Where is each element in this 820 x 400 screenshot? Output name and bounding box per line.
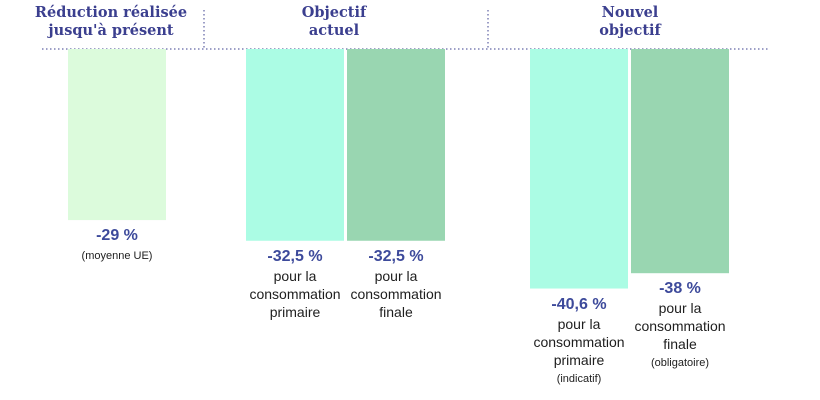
group-header-line: objectif — [599, 22, 661, 39]
group-header: Objectif actuel — [244, 4, 424, 40]
value-label: -32,5 % — [267, 247, 323, 265]
description-line: consommation — [249, 285, 341, 302]
note-label: (obligatoire) — [650, 357, 710, 370]
description-line: pour la — [374, 267, 418, 284]
description-line: consommation — [350, 285, 442, 302]
value-label: -29 % — [96, 227, 138, 245]
bar — [530, 49, 628, 289]
bar — [631, 49, 729, 274]
description-line: consommation — [533, 333, 625, 350]
description-line: pour la — [273, 267, 317, 284]
note-label: (indicatif) — [556, 372, 602, 385]
value-label: -38 % — [659, 280, 701, 298]
description-line: finale — [663, 336, 697, 353]
bar-label: -32,5 % pour la consommation finale — [331, 246, 461, 321]
group-header-line: Objectif — [301, 4, 367, 21]
description-line: primaire — [269, 303, 321, 320]
bar-label: -29 % (moyenne UE) — [52, 225, 182, 263]
group-header-line: Nouvel — [601, 4, 659, 21]
bar — [246, 49, 344, 241]
description-line: primaire — [553, 351, 605, 368]
group-header: Nouvel objectif — [540, 4, 720, 40]
value-label: -32,5 % — [368, 247, 424, 265]
bar-label: -40,6 % pour la consommation primaire (indic… — [514, 294, 644, 386]
group-header-line: actuel — [308, 22, 360, 39]
group-header: Réduction réalisée jusqu'à présent — [21, 4, 201, 40]
note-label: (moyenne UE) — [81, 250, 153, 263]
bar-label: -32,5 % pour la consommation primaire — [230, 246, 360, 321]
bar — [347, 49, 445, 241]
bar-label: -38 % pour la consommation finale (obligatoi… — [615, 278, 745, 370]
value-label: -40,6 % — [551, 295, 607, 313]
description-line: finale — [379, 303, 413, 320]
group-header-line: jusqu'à présent — [48, 22, 174, 39]
bar — [68, 49, 166, 221]
group-header-line: Réduction réalisée — [34, 4, 188, 21]
description-line: pour la — [557, 315, 601, 332]
description-line: pour la — [658, 300, 702, 317]
description-line: consommation — [634, 318, 726, 335]
